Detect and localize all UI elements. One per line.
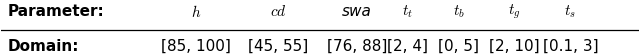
Text: $t_t$: $t_t$ (403, 3, 413, 20)
Text: Domain:: Domain: (8, 39, 79, 54)
Text: [0.1, 3]: [0.1, 3] (543, 39, 598, 54)
Text: $h$: $h$ (191, 4, 201, 20)
Text: Parameter:: Parameter: (8, 4, 104, 19)
Text: [0, 5]: [0, 5] (438, 39, 479, 54)
Text: $t_s$: $t_s$ (564, 3, 577, 20)
Text: $t_g$: $t_g$ (508, 2, 521, 21)
Text: $t_b$: $t_b$ (453, 3, 465, 20)
Text: [85, 100]: [85, 100] (161, 39, 230, 54)
Text: [2, 10]: [2, 10] (489, 39, 540, 54)
Text: swa: swa (342, 4, 372, 19)
Text: [76, 88]: [76, 88] (327, 39, 387, 54)
Text: [2, 4]: [2, 4] (387, 39, 428, 54)
Text: [45, 55]: [45, 55] (248, 39, 308, 54)
Text: $cd$: $cd$ (270, 4, 287, 19)
